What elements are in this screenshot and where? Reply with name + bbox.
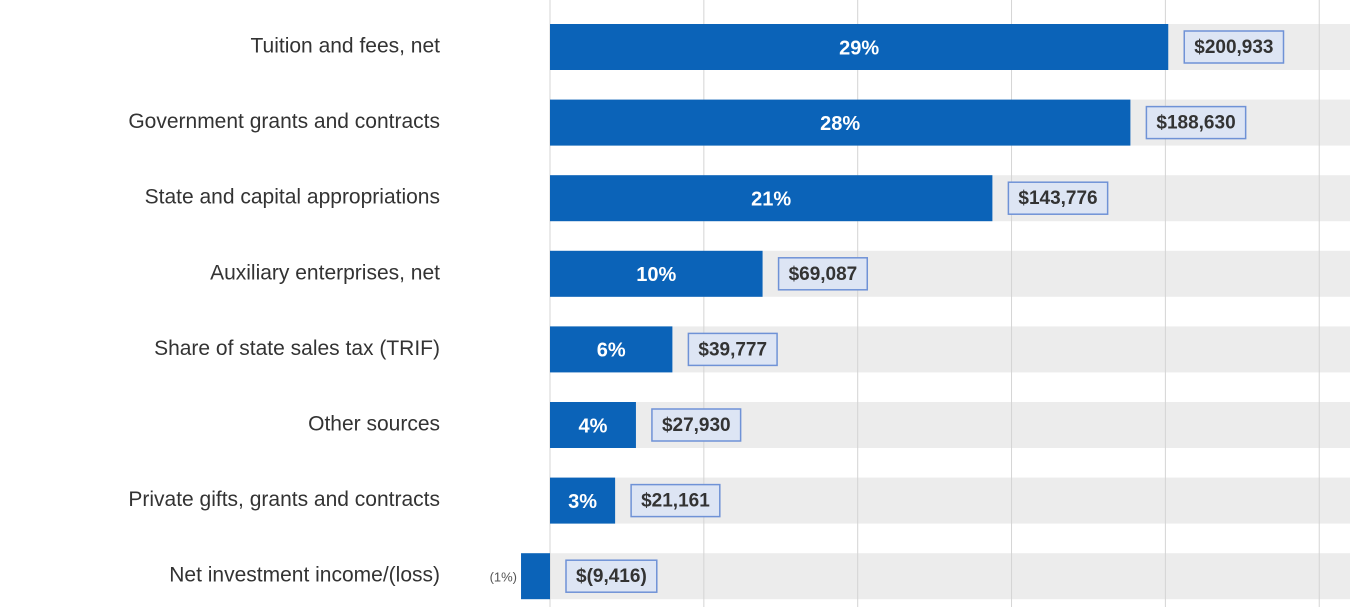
category-label: Auxiliary enterprises, net [210, 261, 440, 284]
category-label: Tuition and fees, net [250, 35, 440, 58]
track [550, 326, 1350, 373]
category-label: State and capital appropriations [145, 186, 440, 209]
bar [550, 24, 1169, 70]
category-label: Net investment income/(loss) [169, 564, 440, 587]
bar [521, 553, 550, 600]
value-label-box [777, 257, 869, 291]
share-label: 3% [568, 491, 597, 513]
value-label-box [1007, 181, 1109, 215]
bar [550, 477, 616, 524]
value-label: $143,776 [1018, 188, 1097, 209]
bar [550, 326, 673, 373]
bar [550, 175, 993, 222]
bar [550, 99, 1131, 146]
share-label: 4% [579, 415, 608, 437]
bar [550, 250, 763, 297]
value-label: $200,933 [1194, 37, 1273, 58]
value-label: $39,777 [698, 339, 767, 360]
category-label: Share of state sales tax (TRIF) [154, 337, 440, 360]
value-label-box [630, 483, 721, 518]
value-label-box [1145, 105, 1247, 140]
category-label: Other sources [308, 413, 440, 436]
share-label: 6% [597, 340, 626, 362]
value-label-box [687, 332, 778, 367]
share-label: (1%) [490, 570, 517, 585]
share-label: 21% [751, 188, 791, 210]
value-label: $188,630 [1156, 113, 1235, 134]
share-label: 29% [839, 37, 879, 59]
category-label: Private gifts, grants and contracts [128, 488, 440, 511]
track [550, 553, 1350, 600]
value-label-box [651, 408, 742, 442]
value-label: $27,930 [662, 415, 731, 436]
value-label: $21,161 [641, 491, 710, 512]
value-label-box [1183, 30, 1285, 64]
value-label: $69,087 [789, 264, 858, 285]
bar [550, 402, 636, 448]
share-label: 28% [820, 113, 860, 135]
value-label: $(9,416) [576, 566, 647, 587]
value-label-box [565, 559, 658, 593]
category-label: Government grants and contracts [128, 110, 440, 133]
share-label: 10% [636, 264, 676, 286]
